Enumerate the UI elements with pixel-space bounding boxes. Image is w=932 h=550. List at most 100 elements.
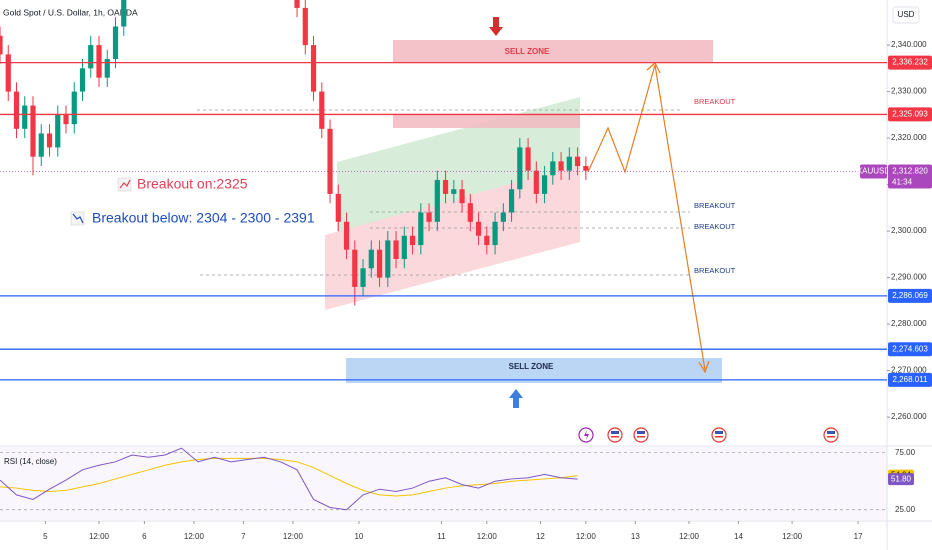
price-tag-label: 2,268.011	[893, 375, 929, 384]
symbol-tag	[860, 164, 887, 179]
x-tick-label: 6	[142, 532, 147, 541]
candle-body	[38, 133, 44, 157]
breakout-label: BREAKOUT	[694, 201, 736, 210]
candle-body	[426, 212, 432, 222]
candle-body	[533, 170, 539, 194]
symbol-tag-label: XAUUSD	[857, 167, 891, 176]
x-tick-label: 12:00	[283, 532, 304, 541]
x-tick-label: 14	[734, 532, 743, 541]
zone-label: SELL ZONE	[509, 362, 554, 371]
note-icon	[119, 179, 131, 189]
price-tag-label: 2,325.093	[892, 110, 928, 119]
candle-body	[418, 212, 424, 246]
candle-body	[376, 249, 383, 278]
candle-body	[5, 54, 11, 92]
candle-body	[112, 26, 119, 60]
candle-body	[104, 59, 110, 78]
event-icon[interactable]	[633, 427, 649, 443]
flag-stripes	[611, 431, 835, 434]
candle-body	[525, 147, 531, 171]
x-tick-label: 13	[631, 532, 640, 541]
candle-body	[583, 166, 589, 171]
arrow-head	[698, 360, 710, 374]
candle-body	[484, 235, 490, 246]
candle-body	[434, 179, 440, 222]
breakout-label: BREAKOUT	[694, 222, 736, 231]
x-tick-label: 12:00	[782, 532, 803, 541]
price-tag	[888, 55, 932, 70]
y-tick-label: 2,320.000	[891, 133, 927, 142]
candle-body	[500, 212, 506, 222]
rsi-line	[0, 457, 578, 497]
candle-body	[550, 161, 556, 176]
currency-button[interactable]	[892, 6, 920, 24]
sell-zone-box	[346, 358, 722, 383]
x-tick-label: 12	[536, 532, 545, 541]
y-tick-label: 2,340.000	[891, 40, 927, 49]
candle-body	[352, 249, 358, 287]
candle-body	[508, 189, 515, 213]
candle-body	[327, 128, 333, 194]
candle-body	[310, 45, 317, 92]
y-tick-label: 2,300.000	[891, 226, 927, 235]
x-tick-label: 12:00	[89, 532, 110, 541]
candle-body	[335, 193, 341, 222]
price-tag	[888, 342, 932, 357]
candle-body	[13, 91, 20, 129]
candle-body	[343, 221, 350, 250]
candle-body	[451, 189, 457, 194]
sell-zone-box	[393, 40, 713, 63]
candle-body	[121, 0, 127, 27]
candle-body	[319, 91, 325, 129]
candle-body	[0, 35, 3, 55]
candle-body	[475, 221, 482, 236]
y-tick-label: 2,330.000	[891, 87, 927, 96]
candle-body	[46, 133, 53, 148]
candle-body	[467, 203, 473, 222]
x-tick-label: 17	[854, 532, 863, 541]
event-icon[interactable]	[823, 427, 839, 443]
price-tag-label: 2,286.069	[892, 291, 928, 300]
last-price-tag	[888, 164, 932, 189]
flag-stripes	[611, 436, 835, 438]
candle-body	[393, 240, 399, 260]
y-tick-label: 2,270.000	[891, 366, 927, 375]
y-tick-label: 25.00	[895, 505, 916, 514]
price-tag-label: 2,336.232	[892, 58, 928, 67]
rsi-title: RSI (14, close)	[4, 457, 57, 466]
x-tick-label: 10	[354, 532, 363, 541]
note-icon	[72, 213, 84, 224]
y-tick-label: 75.00	[895, 448, 916, 457]
candle-body	[79, 68, 86, 92]
candle-body	[409, 235, 416, 246]
event-icon[interactable]	[607, 427, 623, 443]
projection-path	[587, 64, 706, 371]
candle-body	[541, 175, 548, 194]
drawings: SELL ZONE SELL ZONE BREAKOUT BREAKOUT BR…	[70, 17, 839, 443]
breakout-box	[393, 115, 580, 128]
candle-body	[368, 249, 374, 269]
channel-upper	[337, 97, 580, 232]
countdown: 41:34	[892, 178, 913, 187]
x-tick-label: 12:00	[679, 532, 700, 541]
candle-body	[558, 161, 564, 171]
event-icon	[584, 430, 589, 440]
event-icon[interactable]	[711, 427, 727, 443]
candle-body	[360, 268, 366, 287]
candle-body	[442, 179, 449, 194]
currency: USD	[898, 10, 915, 19]
candle-body	[71, 91, 77, 125]
value-tag	[888, 473, 914, 486]
candle-body	[492, 221, 498, 246]
x-tick-label: 12:00	[576, 532, 597, 541]
candle-body	[459, 189, 465, 204]
price-tag	[888, 372, 932, 387]
x-tick-label: 12:00	[184, 532, 205, 541]
x-tick-label: 5	[43, 532, 48, 541]
price-tag	[888, 288, 932, 303]
breakout-label: BREAKOUT	[694, 97, 736, 106]
note: Breakout on:2325	[137, 176, 248, 192]
candles	[0, 0, 589, 306]
